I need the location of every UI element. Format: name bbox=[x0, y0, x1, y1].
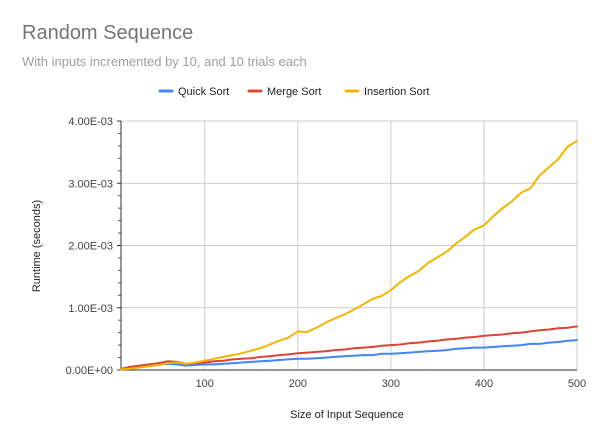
legend: Quick Sort Merge Sort Insertion Sort bbox=[158, 86, 429, 98]
x-tick-label: 500 bbox=[568, 378, 586, 390]
y-axis-title: Runtime (seconds) bbox=[31, 200, 43, 292]
y-tick-label: 3.00E-03 bbox=[68, 178, 113, 190]
legend-label-merge-sort: Merge Sort bbox=[267, 86, 321, 98]
x-tick-label: 200 bbox=[289, 378, 307, 390]
tick-labels: 0.00E+00 1.00E-03 2.00E-03 3.00E-03 4.00E-03… bbox=[66, 116, 587, 390]
grid-lines bbox=[121, 120, 578, 370]
chart-title: Random Sequence bbox=[22, 22, 194, 44]
y-tick-label: 0.00E+00 bbox=[66, 365, 113, 377]
x-tick-label: 100 bbox=[196, 378, 214, 390]
x-tick-label: 300 bbox=[382, 378, 400, 390]
series-line-quick-sort bbox=[120, 339, 578, 371]
x-tick-label: 400 bbox=[475, 378, 493, 390]
legend-label-quick-sort: Quick Sort bbox=[178, 86, 229, 98]
y-tick-label: 1.00E-03 bbox=[68, 303, 113, 315]
series-line-insertion-sort bbox=[120, 139, 578, 371]
y-tick-label: 2.00E-03 bbox=[68, 241, 113, 253]
y-tick-label: 4.00E-03 bbox=[68, 116, 113, 128]
legend-label-insertion-sort: Insertion Sort bbox=[364, 86, 429, 98]
axes bbox=[117, 120, 577, 371]
x-axis-title: Size of Input Sequence bbox=[290, 409, 404, 421]
series-lines bbox=[120, 139, 578, 371]
chart-subtitle: With inputs incremented by 10, and 10 tr… bbox=[22, 54, 307, 69]
